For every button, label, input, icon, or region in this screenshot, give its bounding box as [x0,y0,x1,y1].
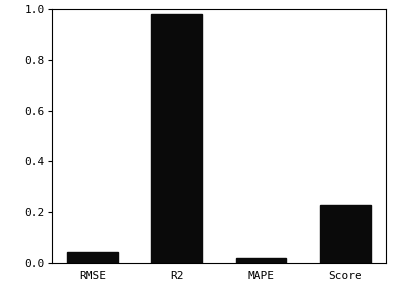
Bar [236,258,287,263]
Bar [151,14,202,263]
Bar [67,252,117,263]
Bar [320,205,371,263]
